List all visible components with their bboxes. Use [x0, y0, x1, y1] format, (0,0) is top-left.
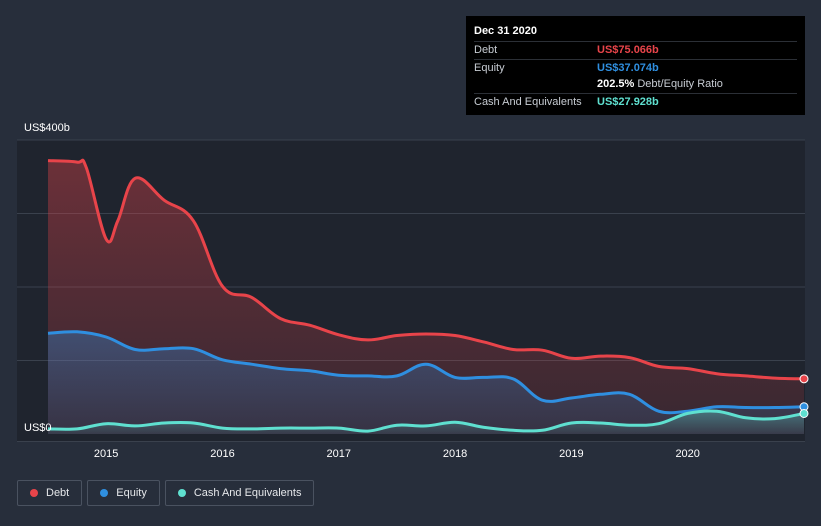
y-tick-label-max: US$400b [24, 122, 70, 134]
end-point-cash [799, 408, 809, 418]
tooltip-equity-label: Equity [474, 61, 505, 74]
legend-debt-label: Debt [46, 487, 70, 499]
legend-item-debt[interactable]: Debt [17, 480, 83, 506]
x-tick-label-2015: 2015 [94, 448, 118, 460]
series-line-debt [47, 158, 805, 381]
legend-item-equity[interactable]: Equity [87, 480, 160, 506]
legend-item-cash[interactable]: Cash And Equivalents [164, 480, 315, 506]
legend-cash-label: Cash And Equivalents [193, 487, 302, 499]
legend-equity-label: Equity [116, 487, 147, 499]
series-line-cash [47, 409, 805, 433]
tooltip-date: Dec 31 2020 [474, 25, 537, 37]
x-tick-label-2018: 2018 [443, 448, 467, 460]
area-equity [48, 331, 804, 434]
tooltip: Dec 31 2020 Debt US$75.066b Equity US$37… [466, 16, 805, 115]
tooltip-equity-value: US$37.074b [597, 61, 659, 74]
x-tick-label-2020: 2020 [675, 448, 699, 460]
tooltip-ratio-value: 202.5% [597, 78, 635, 90]
x-tick-label-2016: 2016 [210, 448, 234, 460]
x-tick-label-2017: 2017 [327, 448, 351, 460]
series-line-equity [47, 330, 805, 415]
tooltip-ratio-label: Debt/Equity Ratio [637, 78, 723, 90]
tooltip-cash-row: Cash And Equivalents US$27.928b [474, 92, 797, 111]
tooltip-debt-row: Debt US$75.066b [474, 41, 797, 59]
tooltip-ratio-row: 202.5% Debt/Equity Ratio [474, 76, 797, 93]
tooltip-equity-row: Equity US$37.074b [474, 58, 797, 77]
equity-dot-icon [100, 489, 109, 497]
x-tick-label-2019: 2019 [559, 448, 583, 460]
y-tick-label-min: US$0 [24, 422, 52, 434]
legend: Debt Equity Cash And Equivalents [17, 480, 315, 506]
end-point-debt [799, 374, 809, 384]
area-cash [48, 410, 804, 434]
tooltip-cash-label: Cash And Equivalents [474, 95, 582, 108]
tooltip-cash-value: US$27.928b [597, 95, 659, 108]
tooltip-debt-value: US$75.066b [597, 44, 659, 56]
tooltip-debt-label: Debt [474, 44, 498, 56]
debt-dot-icon [30, 489, 38, 497]
cash-dot-icon [177, 489, 186, 497]
